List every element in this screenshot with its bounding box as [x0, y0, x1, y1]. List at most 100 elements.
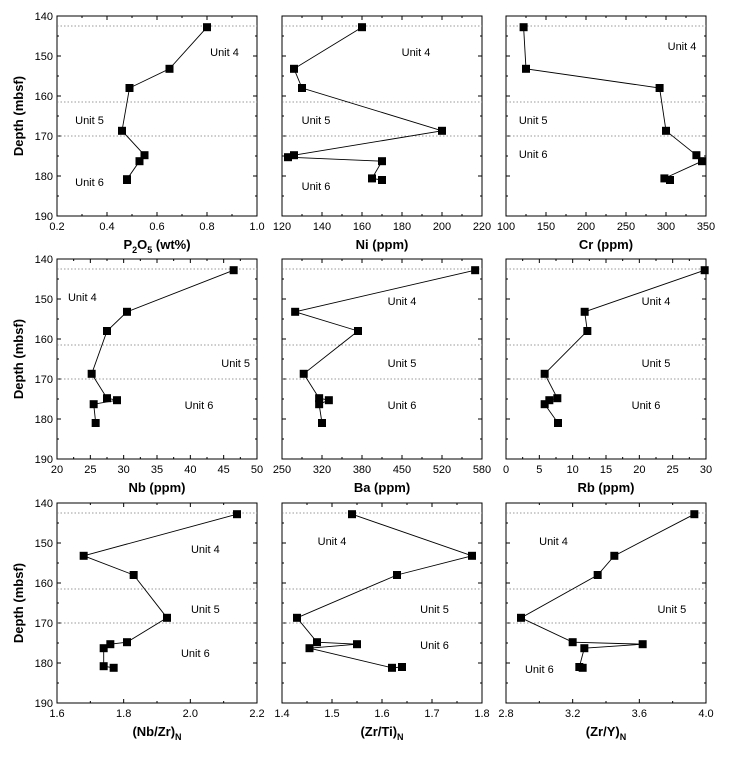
data-point: [163, 613, 171, 622]
data-point: [578, 663, 587, 672]
data-point: [109, 663, 118, 672]
data-point: [700, 266, 709, 275]
unit-label: Unit 5: [388, 358, 417, 370]
x-tick-label: 20: [633, 464, 645, 476]
x-tick-label: 160: [353, 221, 371, 233]
chart-panel-2: 120 140 160 180 200 220 Ni (ppm) Unit 4 Unit 5 Un…: [273, 15, 491, 252]
unit-label: Unit 5: [642, 358, 671, 370]
data-point: [662, 126, 670, 135]
data-point: [540, 369, 549, 378]
data-point: [113, 396, 121, 405]
unit-label: Unit 4: [191, 544, 220, 556]
unit-label: Unit 5: [75, 115, 104, 127]
x-tick-label: 35: [151, 464, 163, 476]
data-point: [118, 126, 126, 135]
data-point: [233, 510, 241, 519]
x-tick-label: 0.6: [149, 221, 164, 233]
unit-label: Unit 4: [388, 296, 417, 308]
y-tick-label: 160: [35, 91, 53, 103]
x-tick-label: 50: [251, 464, 263, 476]
data-point: [580, 644, 589, 653]
unit-label: Unit 6: [75, 177, 104, 189]
x-tick-label: 200: [577, 221, 595, 233]
data-point: [368, 174, 376, 183]
y-tick-label: 180: [35, 171, 53, 183]
data-point: [125, 84, 134, 92]
data-point: [291, 307, 300, 316]
x-tick-label: 1.8: [116, 708, 131, 720]
data-point: [203, 23, 211, 32]
y-tick-label: 180: [35, 658, 53, 670]
data-point: [324, 396, 333, 405]
x-tick-label: 3.2: [565, 708, 580, 720]
data-point: [545, 396, 554, 405]
x-tick-label: 320: [313, 464, 331, 476]
data-point: [698, 157, 706, 166]
data-point: [135, 157, 144, 166]
x-tick-label: 250: [273, 464, 291, 476]
unit-label: Unit 4: [318, 536, 347, 548]
plot-frame: [505, 258, 707, 460]
x-tick-label: 0: [503, 464, 509, 476]
x-tick-label: 2.0: [183, 708, 198, 720]
data-point: [519, 23, 528, 32]
data-point: [358, 23, 366, 32]
x-axis-title: Rb (ppm): [577, 480, 634, 495]
x-tick-label: 5: [536, 464, 542, 476]
unit-label: Unit 4: [539, 536, 568, 548]
y-tick-label: 140: [35, 498, 53, 510]
unit-label: Unit 6: [185, 400, 214, 412]
data-point: [655, 84, 664, 92]
data-point: [79, 551, 88, 560]
unit-label: Unit 6: [519, 149, 548, 161]
y-tick-label: 140: [35, 11, 53, 23]
data-point: [438, 126, 446, 135]
data-point: [123, 307, 131, 316]
x-tick-label: 0.2: [49, 221, 64, 233]
x-tick-label: 1.5: [324, 708, 339, 720]
data-point: [313, 638, 321, 647]
x-tick-label: 2.2: [249, 708, 264, 720]
x-axis-title: Ni (ppm): [356, 237, 409, 252]
y-tick-label: 160: [35, 578, 53, 590]
x-axis-title: Ba (ppm): [354, 480, 410, 495]
data-point: [89, 400, 98, 409]
unit-label: Unit 6: [388, 400, 417, 412]
data-point: [315, 400, 324, 409]
unit-label: Unit 4: [68, 292, 97, 304]
x-tick-label: 3.6: [632, 708, 647, 720]
unit-label: Unit 5: [519, 115, 548, 127]
unit-label: Unit 5: [221, 358, 250, 370]
x-tick-label: 180: [393, 221, 411, 233]
data-point: [471, 266, 480, 275]
data-point: [568, 638, 577, 647]
data-point: [91, 419, 100, 427]
x-axis-title: (Nb/Zr)N: [132, 724, 181, 742]
unit-label: Unit 6: [525, 664, 554, 676]
data-point: [666, 176, 674, 184]
data-point: [690, 510, 699, 519]
plot-frame: [281, 258, 483, 460]
x-axis-title: (Zr/Y)N: [586, 724, 626, 742]
x-axis-title: P2O5 (wt%): [123, 237, 190, 255]
data-point: [298, 84, 306, 92]
y-tick-label: 190: [35, 211, 53, 223]
unit-label: Unit 4: [668, 41, 697, 53]
data-point: [692, 151, 701, 160]
data-point: [165, 64, 174, 73]
data-point: [593, 571, 602, 579]
x-tick-label: 120: [273, 221, 291, 233]
y-tick-label: 170: [35, 618, 53, 630]
data-point: [660, 174, 669, 183]
chart-panel-6: 0 5 10 15 20 25 30 Rb (ppm) Unit 4 Unit 5 Unit 6: [503, 258, 712, 495]
data-point: [388, 663, 396, 672]
y-tick-label: 190: [35, 698, 53, 710]
y-tick-label: 180: [35, 414, 53, 426]
x-tick-label: 30: [700, 464, 712, 476]
x-tick-label: 350: [697, 221, 715, 233]
data-point: [290, 64, 298, 73]
y-tick-label: 150: [35, 51, 53, 63]
y-axis-title: Depth (mbsf): [11, 563, 26, 643]
